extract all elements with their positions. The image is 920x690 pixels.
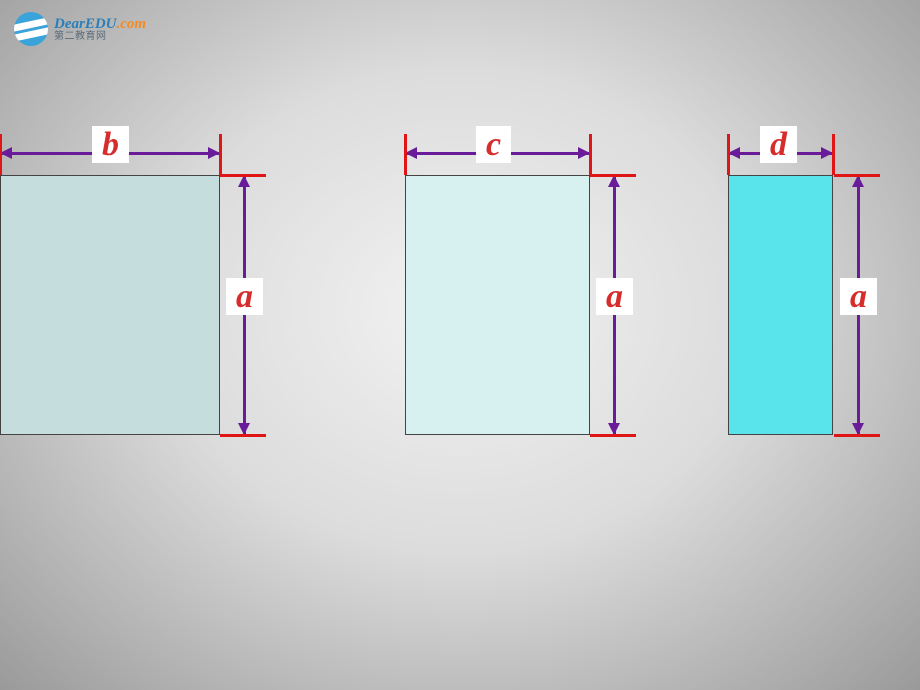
logo-brand: DearEDU: [54, 16, 117, 32]
dim-tick: [834, 434, 880, 437]
logo-wave-icon: [14, 12, 48, 46]
dim-label-c: c: [476, 126, 511, 163]
dim-tick: [834, 174, 880, 177]
dim-label-a: a: [596, 278, 633, 315]
dim-tick: [590, 434, 636, 437]
dim-tick: [589, 134, 592, 175]
dim-label-b: b: [92, 126, 129, 163]
logo-tagline: 第二教育网: [54, 32, 146, 42]
dim-tick: [220, 434, 266, 437]
dim-tick: [590, 174, 636, 177]
dim-tick: [727, 134, 730, 175]
dim-label-a: a: [226, 278, 263, 315]
dim-tick: [832, 134, 835, 175]
dim-label-d: d: [760, 126, 797, 163]
logo-text: DearEDU.com 第二教育网: [54, 17, 146, 42]
dim-tick: [404, 134, 407, 175]
logo-suffix: .com: [117, 16, 147, 32]
rect-r1: [0, 175, 220, 435]
rect-r2: [405, 175, 590, 435]
dim-tick: [219, 134, 222, 175]
dim-tick: [220, 174, 266, 177]
rect-r3: [728, 175, 833, 435]
dim-tick: [0, 134, 2, 175]
dim-label-a: a: [840, 278, 877, 315]
logo: DearEDU.com 第二教育网: [14, 12, 146, 46]
